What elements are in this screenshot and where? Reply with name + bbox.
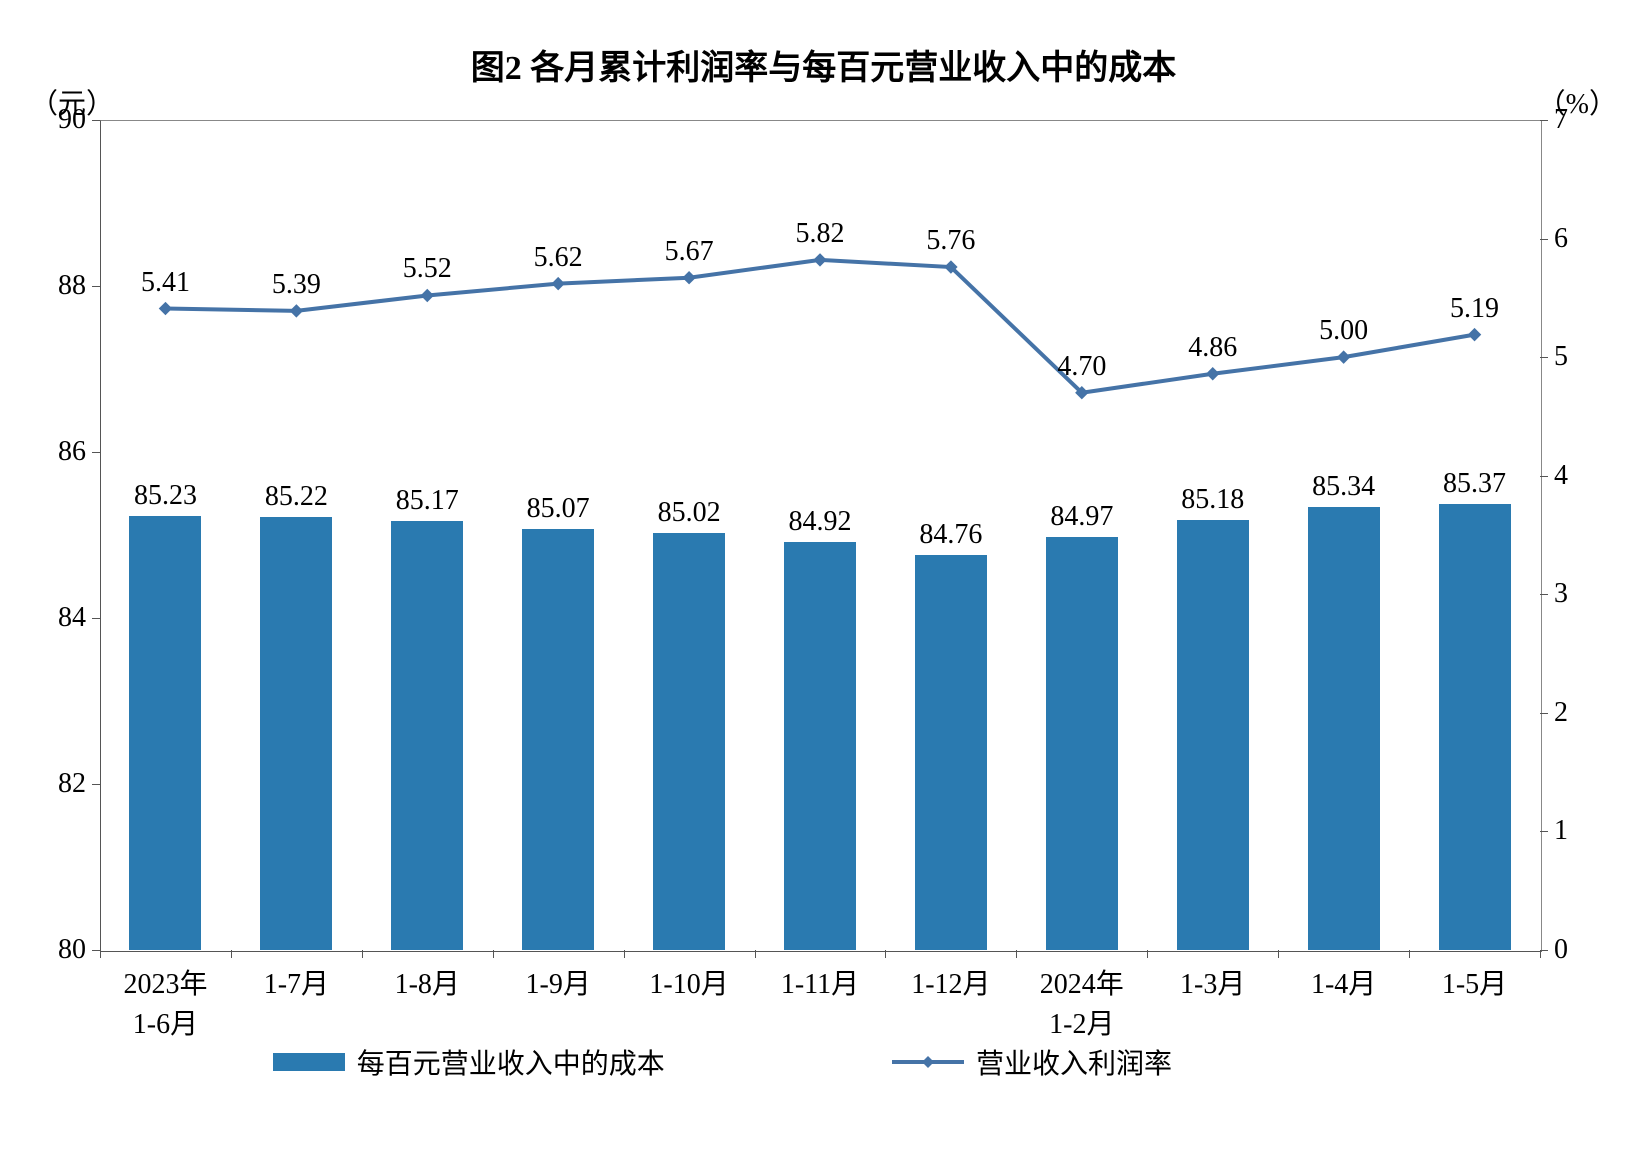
line-value-label: 4.70 (1016, 351, 1147, 383)
legend-bar-swatch (273, 1053, 345, 1071)
line-marker (683, 272, 695, 284)
line-marker (1469, 329, 1481, 341)
line-marker (290, 305, 302, 317)
line-value-label: 5.19 (1409, 293, 1540, 325)
line-series (0, 0, 1647, 1166)
line-value-label: 5.62 (493, 242, 624, 274)
line-value-label: 5.82 (755, 218, 886, 250)
line-marker (1338, 351, 1350, 363)
line-value-label: 5.39 (231, 269, 362, 301)
line-marker (814, 254, 826, 266)
legend-bar-label: 每百元营业收入中的成本 (357, 1042, 665, 1082)
line-value-label: 4.86 (1147, 332, 1278, 364)
legend-item-line: 营业收入利润率 (892, 1042, 1172, 1082)
legend-item-bars: 每百元营业收入中的成本 (273, 1042, 665, 1082)
chart-container: 图2 各月累计利润率与每百元营业收入中的成本 （元） （%） 808284868… (0, 0, 1647, 1166)
line-marker (552, 278, 564, 290)
line-marker (159, 303, 171, 315)
legend-line-swatch (892, 1052, 964, 1072)
line-marker (1207, 368, 1219, 380)
line-value-label: 5.76 (885, 225, 1016, 257)
line-value-label: 5.52 (362, 253, 493, 285)
legend-line-label: 营业收入利润率 (976, 1042, 1172, 1082)
line-value-label: 5.67 (624, 236, 755, 268)
line-value-label: 5.00 (1278, 315, 1409, 347)
line-value-label: 5.41 (100, 267, 231, 299)
line-marker (421, 289, 433, 301)
